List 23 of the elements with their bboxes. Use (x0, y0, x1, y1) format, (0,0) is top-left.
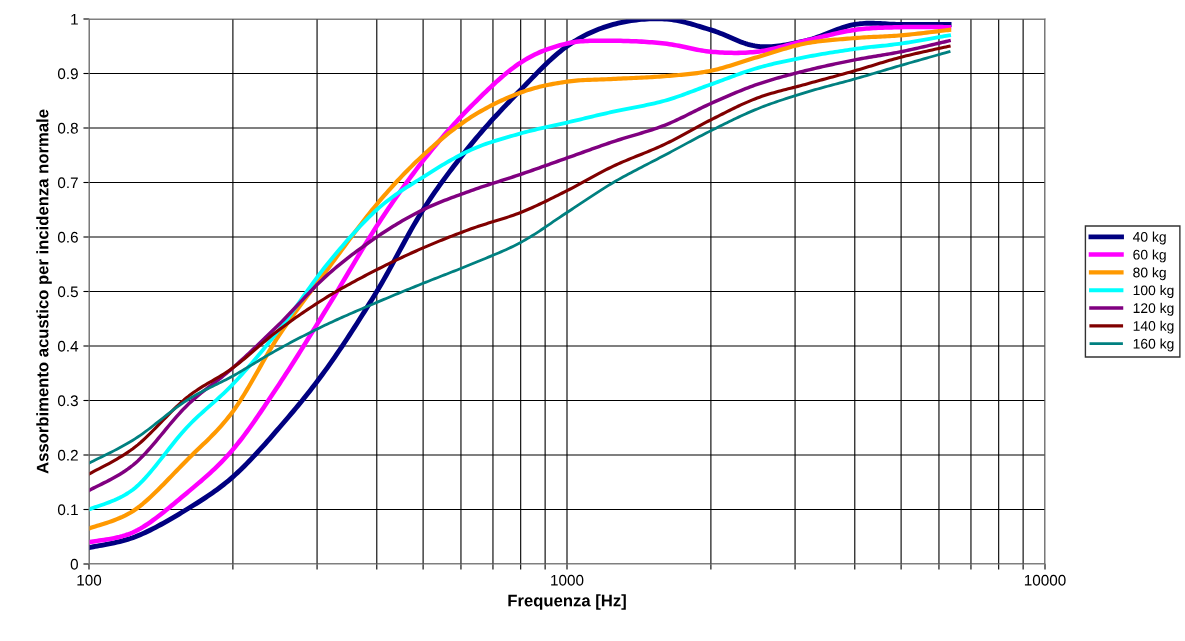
y-tick-label: 0.9 (57, 68, 78, 80)
x-tick-label: 1000 (551, 574, 584, 586)
y-tick-label: 0.6 (57, 231, 78, 243)
legend-label: 60 kg (1133, 249, 1166, 263)
legend-label: 40 kg (1132, 231, 1166, 245)
legend-label: 80 kg (1133, 267, 1166, 281)
x-tick-label: 10000 (1024, 574, 1066, 586)
legend-label: 140 kg (1133, 320, 1174, 334)
legend-label: 100 kg (1133, 285, 1174, 298)
y-tick-label: 0.1 (57, 504, 78, 516)
y-tick-label: 1 (71, 14, 78, 25)
y-tick-label: 0.5 (57, 286, 78, 298)
y-tick-label: 0 (70, 558, 78, 570)
y-axis-title: Assorbimento acustico per incidenza normale (36, 109, 52, 474)
x-axis-title: Frequenza [Hz] (508, 594, 626, 610)
x-tick-label: 100 (77, 574, 102, 586)
y-tick-label: 0.8 (57, 122, 78, 134)
y-tick-label: 0.4 (57, 340, 79, 352)
y-tick-label: 0.3 (57, 395, 78, 407)
legend-label: 160 kg (1133, 338, 1174, 352)
legend-label: 120 kg (1133, 302, 1174, 316)
y-tick-label: 0.7 (57, 177, 78, 189)
y-tick-label: 0.2 (57, 449, 78, 461)
